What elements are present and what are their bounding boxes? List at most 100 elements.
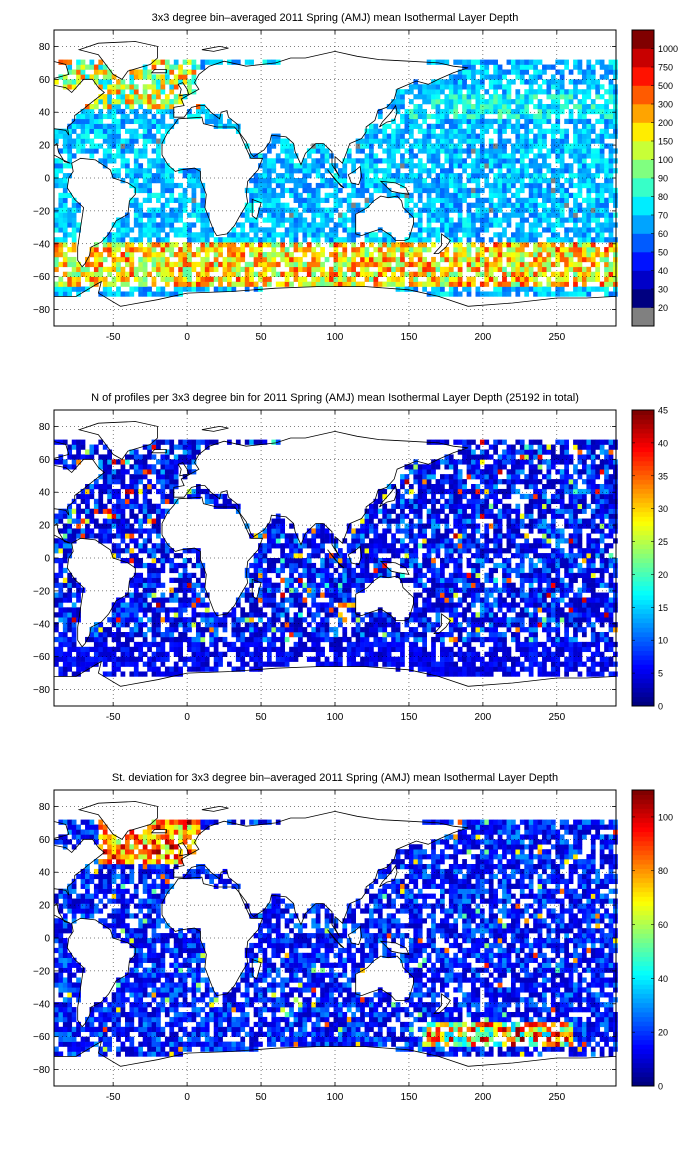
bin-cell [293, 651, 299, 657]
bin-cell [444, 271, 450, 277]
bin-cell [613, 602, 618, 608]
bin-cell [462, 656, 467, 662]
bin-cell [417, 168, 423, 174]
bin-cell [546, 651, 552, 657]
bin-cell [542, 173, 547, 179]
bin-cell [222, 256, 228, 263]
bin-cell [355, 646, 361, 653]
bin-cell [417, 261, 423, 268]
bin-cell [453, 286, 459, 292]
bin-cell [85, 286, 90, 292]
bin-cell [182, 617, 188, 623]
bin-cell [258, 242, 263, 248]
bin-cell [160, 79, 166, 85]
bin-cell [249, 651, 254, 657]
colorbar-segment [632, 67, 654, 86]
bin-cell [293, 627, 299, 633]
axis-ticks [54, 30, 616, 326]
bin-cell [377, 168, 383, 174]
bin-cell [457, 222, 463, 228]
bin-cell [471, 627, 476, 633]
bin-cell [444, 602, 450, 608]
bin-cell [422, 237, 427, 243]
bin-cell [528, 178, 534, 184]
bin-cell [413, 656, 419, 662]
bin-cell [400, 276, 405, 282]
bin-cell [173, 261, 179, 268]
bin-cell [608, 636, 614, 643]
bin-cell [67, 138, 73, 144]
bin-cell [586, 232, 592, 238]
bin-cell [590, 661, 596, 667]
bin-cell [306, 607, 312, 613]
bin-cell [315, 636, 321, 643]
bin-cell [333, 261, 339, 268]
bin-cell [289, 153, 294, 159]
bin-cell [559, 646, 565, 653]
bin-cell [515, 291, 521, 297]
bin-cell [440, 108, 445, 115]
bin-cell [133, 627, 139, 633]
bin-cell [515, 281, 521, 287]
bin-cell [555, 173, 561, 179]
bin-cell [62, 143, 68, 149]
bin-cell [337, 622, 343, 628]
bin-cell [76, 651, 81, 657]
coastline [161, 116, 264, 237]
bin-cell [142, 632, 148, 638]
bin-cell [195, 104, 201, 110]
bin-cell [169, 597, 175, 603]
bin-cell [408, 128, 414, 134]
bin-cell [488, 163, 494, 169]
bin-cell [471, 79, 476, 85]
bin-cell [377, 178, 383, 184]
bin-cell [546, 84, 552, 90]
bin-cell [151, 94, 157, 100]
bin-cell [466, 247, 472, 253]
bin-cell [62, 222, 68, 228]
bin-cell [599, 227, 605, 233]
bin-cell [138, 276, 144, 282]
bin-cell [417, 617, 423, 623]
bin-cell [311, 636, 317, 643]
bin-cell [364, 133, 370, 139]
bin-cell [182, 286, 188, 292]
bin-cell [306, 207, 312, 213]
bin-cell [613, 286, 618, 292]
bin-cell [182, 271, 188, 277]
bin-cell [102, 64, 108, 70]
bin-cell [422, 627, 427, 633]
bin-cell [262, 661, 268, 667]
bin-cell [479, 138, 485, 144]
bin-cell [408, 661, 414, 667]
bin-cell [89, 113, 95, 120]
bin-cell [537, 123, 543, 129]
bin-cell [89, 661, 95, 667]
bin-cell [213, 646, 219, 653]
bin-cell [253, 197, 259, 203]
bin-cell [453, 602, 459, 608]
bin-cell [218, 123, 223, 129]
bin-cell [191, 64, 197, 70]
bin-cell [76, 74, 81, 80]
bin-cell [302, 646, 308, 653]
bin-cell [311, 656, 317, 662]
bin-cell [107, 266, 112, 273]
bin-cell [613, 84, 618, 90]
bin-cell [550, 133, 556, 139]
bin-cell [453, 182, 459, 189]
bin-cell [346, 646, 352, 653]
bin-cell [599, 632, 605, 638]
bin-cell [533, 247, 538, 253]
bin-cell [116, 261, 121, 268]
bin-cell [395, 242, 401, 248]
bin-cell [417, 612, 423, 618]
bin-cell [76, 291, 81, 297]
bin-cell [289, 143, 294, 149]
bin-cell [289, 148, 294, 154]
bin-cell [537, 261, 543, 268]
bin-cell [311, 227, 317, 233]
bin-cell [258, 207, 263, 213]
bin-cell [187, 108, 192, 115]
bin-cell [271, 222, 277, 228]
